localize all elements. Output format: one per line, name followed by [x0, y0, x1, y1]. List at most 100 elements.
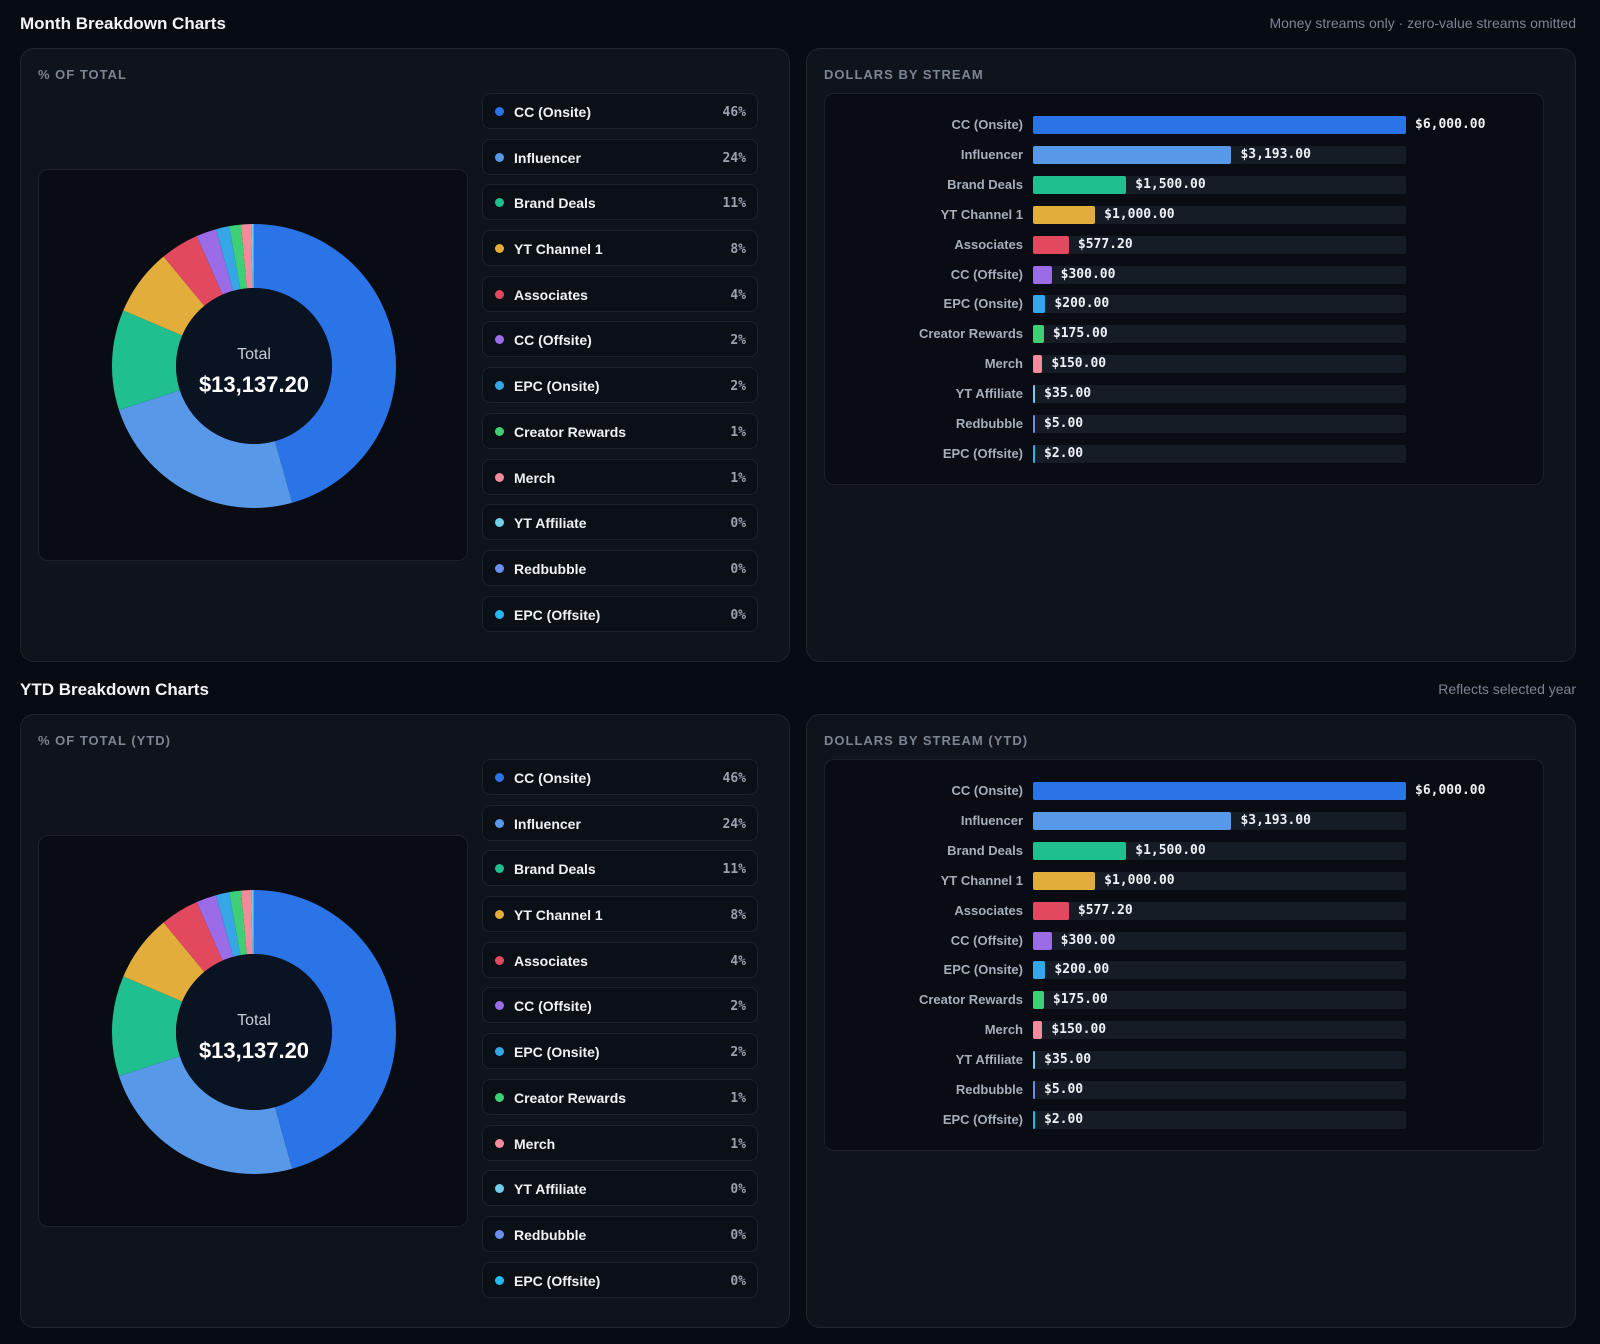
bar-category-label: Merch: [984, 356, 1023, 372]
ytd-bar-associates[interactable]: [1033, 901, 1069, 920]
month-bar-cc-onsite[interactable]: [1033, 116, 1406, 134]
month-bar-epc-offsite[interactable]: [1033, 444, 1035, 463]
legend-item-percent: 1%: [730, 470, 746, 486]
month-bar-influencer[interactable]: [1033, 145, 1232, 164]
ytd-bar-yt-affiliate[interactable]: [1033, 1051, 1036, 1070]
ytd-legend-item-influencer[interactable]: Influencer 24%: [482, 804, 758, 841]
month-pie-slice-yt-channel-1[interactable]: [123, 256, 205, 336]
legend-dot-icon: [495, 472, 504, 482]
ytd-legend-item-yt-affiliate[interactable]: YT Affiliate 0%: [482, 1170, 758, 1207]
legend-dot-icon: [495, 198, 504, 208]
ytd-pie-slice-influencer[interactable]: [119, 1056, 293, 1174]
month-legend-item-epc-offsite[interactable]: EPC (Offsite) 0%: [482, 595, 758, 632]
ytd-bar-yt-channel-1[interactable]: [1033, 871, 1096, 890]
ytd-legend-item-redbubble[interactable]: Redbubble 0%: [482, 1215, 758, 1252]
month-legend-item-merch[interactable]: Merch 1%: [482, 458, 758, 495]
month-pie-slice-associates[interactable]: [163, 236, 223, 306]
ytd-bar-row-epc-offsite: EPC (Offsite) $2.00: [825, 1110, 1543, 1129]
month-legend-item-cc-offsite[interactable]: CC (Offsite) 2%: [482, 321, 758, 358]
ytd-bar-creator-rewards[interactable]: [1033, 991, 1044, 1010]
ytd-bar-influencer[interactable]: [1033, 811, 1232, 830]
month-pie-slice-influencer[interactable]: [119, 390, 293, 508]
bar-track: [1033, 1021, 1406, 1040]
bar-category-label: Brand Deals: [947, 842, 1023, 858]
ytd-total-label: Total: [237, 1012, 271, 1029]
bar-track: [1033, 415, 1406, 433]
ytd-legend-item-creator-rewards[interactable]: Creator Rewards 1%: [482, 1078, 758, 1115]
month-pie-slice-epc-onsite[interactable]: [215, 226, 241, 291]
month-bar-creator-rewards[interactable]: [1033, 325, 1044, 344]
ytd-bar-row-brand-deals: Brand Deals $1,500.00: [825, 841, 1543, 860]
ytd-bar-brand-deals[interactable]: [1033, 841, 1127, 860]
month-bar-panel-label: DOLLARS BY STREAM: [824, 67, 984, 82]
month-legend-item-epc-onsite[interactable]: EPC (Onsite) 2%: [482, 367, 758, 404]
month-pie-slice-brand-deals[interactable]: [112, 310, 183, 411]
month-bar-redbubble[interactable]: [1033, 415, 1035, 433]
month-bar-yt-channel-1[interactable]: [1033, 205, 1096, 224]
month-legend-item-influencer[interactable]: Influencer 24%: [482, 138, 758, 175]
ytd-bar-panel-label: DOLLARS BY STREAM (YTD): [824, 733, 1029, 748]
bar-category-label: Influencer: [960, 146, 1023, 162]
month-legend-item-creator-rewards[interactable]: Creator Rewards 1%: [482, 412, 758, 449]
ytd-pie-slice-yt-affiliate[interactable]: [251, 890, 254, 955]
ytd-legend-item-epc-offsite[interactable]: EPC (Offsite) 0%: [482, 1261, 758, 1298]
ytd-legend-item-cc-offsite[interactable]: CC (Offsite) 2%: [482, 987, 758, 1024]
month-bar-brand-deals[interactable]: [1033, 175, 1127, 194]
month-legend-item-redbubble[interactable]: Redbubble 0%: [482, 549, 758, 586]
month-bar-associates[interactable]: [1033, 235, 1069, 254]
bar-track: [1033, 355, 1406, 374]
month-legend-item-associates[interactable]: Associates 4%: [482, 275, 758, 312]
ytd-pie-slice-yt-channel-1[interactable]: [123, 922, 205, 1002]
ytd-bar-merch[interactable]: [1033, 1021, 1043, 1040]
legend-dot-icon: [495, 609, 504, 619]
month-bar-merch[interactable]: [1033, 355, 1043, 374]
ytd-bar-epc-offsite[interactable]: [1033, 1110, 1035, 1129]
ytd-pie-slice-associates[interactable]: [163, 902, 223, 972]
ytd-pie-slice-brand-deals[interactable]: [112, 976, 183, 1077]
month-pie-slice-cc-onsite[interactable]: [254, 224, 396, 503]
bar-track: [1033, 325, 1406, 344]
ytd-bar-epc-onsite[interactable]: [1033, 961, 1046, 980]
legend-dot-icon: [495, 381, 504, 391]
month-legend-item-brand-deals[interactable]: Brand Deals 11%: [482, 184, 758, 221]
month-pie-slice-merch[interactable]: [240, 224, 253, 289]
bar-category-label: Redbubble: [955, 1082, 1023, 1097]
month-pie-slice-cc-offsite[interactable]: [196, 229, 234, 295]
month-donut-center: Total $13,137.20: [174, 346, 334, 398]
bar-category-label: EPC (Onsite): [943, 296, 1023, 312]
ytd-pie-slice-merch[interactable]: [240, 890, 253, 955]
bar-category-label: Creator Rewards: [918, 326, 1023, 342]
ytd-pie-slice-epc-onsite[interactable]: [215, 892, 241, 957]
bar-value-label: $35.00: [1044, 1052, 1092, 1068]
ytd-legend-item-yt-channel-1[interactable]: YT Channel 1 8%: [482, 896, 758, 933]
ytd-pie-slice-creator-rewards[interactable]: [229, 890, 247, 956]
month-pie-slice-creator-rewards[interactable]: [229, 224, 247, 290]
legend-item-name: CC (Offsite): [514, 332, 592, 349]
month-legend-item-yt-affiliate[interactable]: YT Affiliate 0%: [482, 504, 758, 541]
month-section-header: Month Breakdown Charts Money streams onl…: [20, 14, 1580, 40]
month-bar-yt-affiliate[interactable]: [1033, 385, 1036, 404]
month-legend-item-yt-channel-1[interactable]: YT Channel 1 8%: [482, 230, 758, 267]
ytd-legend-item-epc-onsite[interactable]: EPC (Onsite) 2%: [482, 1033, 758, 1070]
bar-track: [1033, 1051, 1406, 1070]
ytd-bar-cc-offsite[interactable]: [1033, 931, 1052, 950]
bar-track: [1033, 295, 1406, 314]
bar-track: [1033, 385, 1406, 404]
month-pie-slice-yt-affiliate[interactable]: [251, 224, 254, 289]
month-bar-epc-onsite[interactable]: [1033, 295, 1046, 314]
ytd-section-header: YTD Breakdown Charts Reflects selected y…: [20, 680, 1580, 706]
ytd-bar-cc-onsite[interactable]: [1033, 782, 1406, 800]
ytd-legend-item-brand-deals[interactable]: Brand Deals 11%: [482, 850, 758, 887]
bar-value-label: $1,500.00: [1135, 842, 1206, 858]
ytd-pie-slice-cc-offsite[interactable]: [196, 895, 234, 961]
ytd-bar-redbubble[interactable]: [1033, 1081, 1035, 1099]
ytd-legend-item-associates[interactable]: Associates 4%: [482, 941, 758, 978]
legend-item-name: YT Channel 1: [514, 907, 603, 924]
ytd-pie-slice-cc-onsite[interactable]: [254, 890, 396, 1169]
month-bar-cc-offsite[interactable]: [1033, 265, 1052, 284]
legend-item-name: Creator Rewards: [514, 423, 627, 440]
legend-item-name: CC (Offsite): [514, 998, 592, 1015]
month-legend-item-cc-onsite[interactable]: CC (Onsite) 46%: [482, 93, 758, 129]
ytd-legend-item-merch[interactable]: Merch 1%: [482, 1124, 758, 1161]
ytd-legend-item-cc-onsite[interactable]: CC (Onsite) 46%: [482, 759, 758, 795]
